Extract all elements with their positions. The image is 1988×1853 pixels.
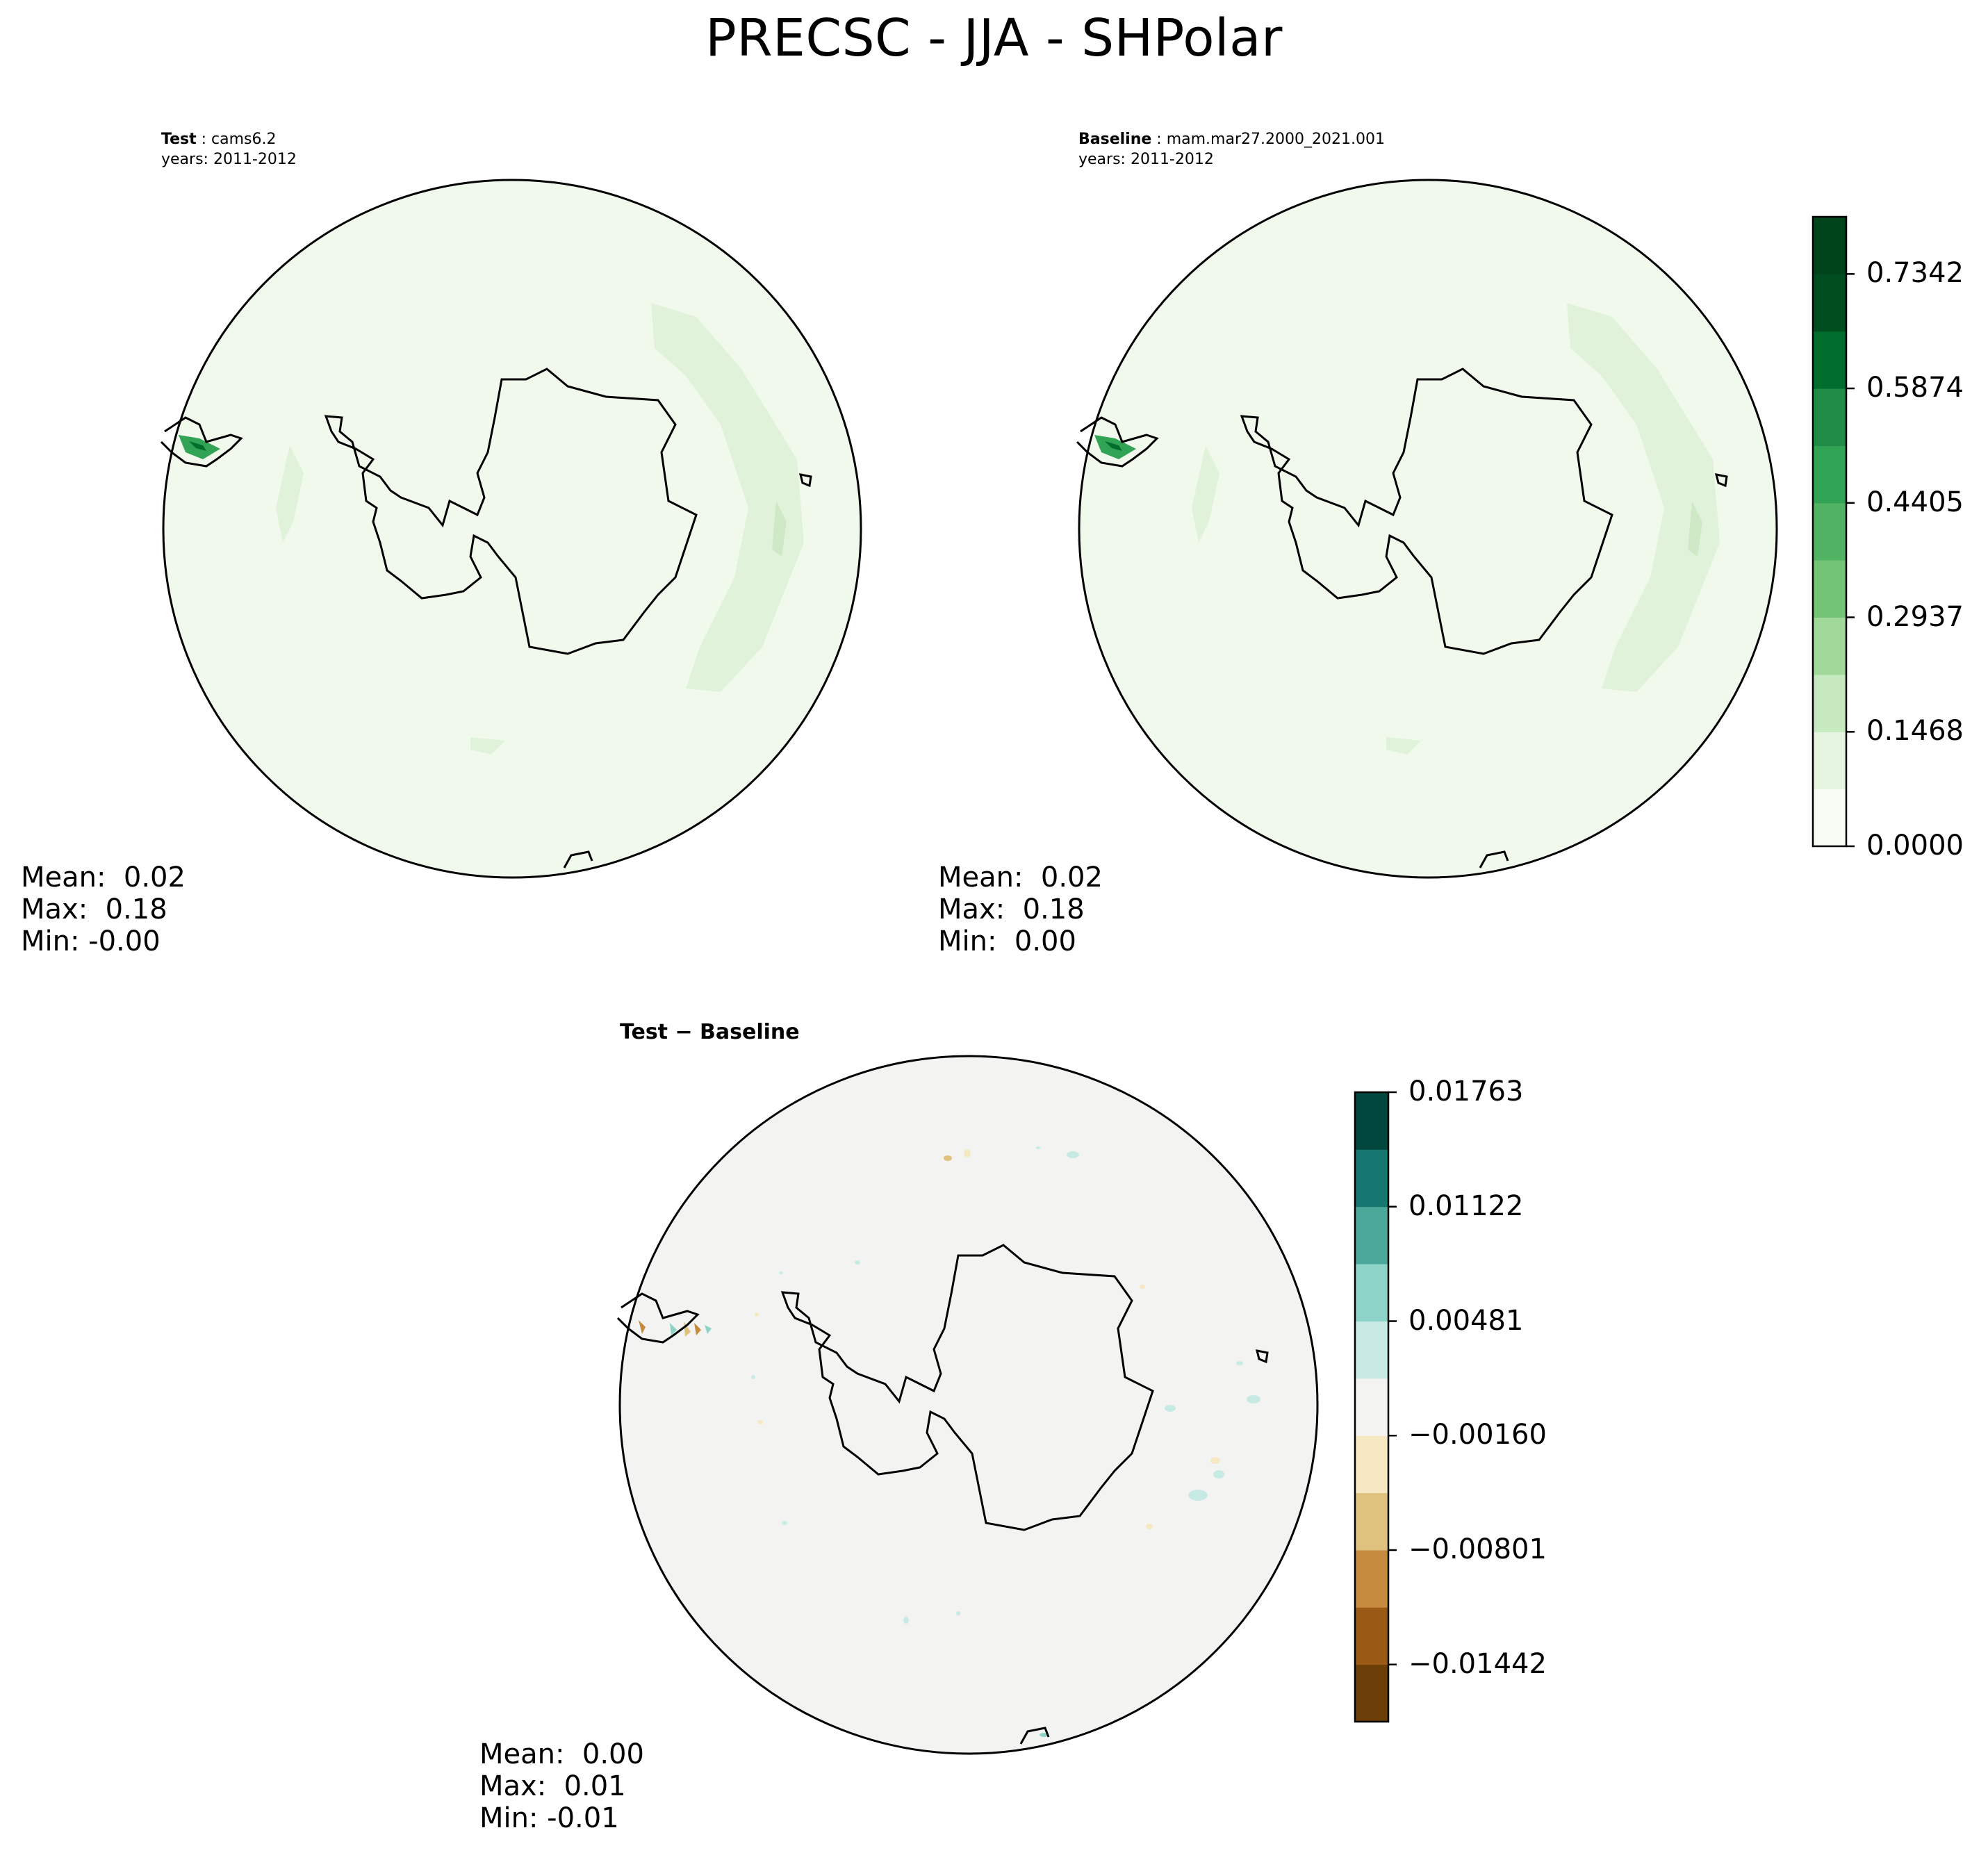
test-stats: Mean: 0.02 Max: 0.18 Min: -0.00 — [21, 862, 186, 957]
diff-colorbar-segment — [1355, 1492, 1388, 1551]
test-max: Max: 0.18 — [21, 893, 167, 925]
baseline-max: Max: 0.18 — [938, 893, 1085, 925]
baseline-australia-edge — [1479, 850, 1509, 868]
baseline-map — [1076, 179, 1778, 879]
diff-island-coastline — [1255, 1349, 1269, 1364]
main-colorbar-segment — [1813, 274, 1846, 332]
main-colorbar-tick-label: 0.1468 — [1866, 715, 1964, 748]
diff-colorbar-segment — [1355, 1378, 1388, 1436]
baseline-label: Baseline — [1078, 131, 1152, 148]
main-colorbar-segment — [1813, 331, 1846, 389]
main-colorbar-tick-label: 0.2937 — [1866, 600, 1964, 633]
baseline-pacific-band — [1192, 445, 1219, 543]
baseline-stats: Mean: 0.02 Max: 0.18 Min: 0.00 — [938, 862, 1103, 957]
diff-ocean — [618, 1055, 1319, 1755]
diff-mean: Mean: 0.00 — [479, 1738, 644, 1770]
diff-colorbar-tick-label: 0.00481 — [1408, 1304, 1524, 1337]
main-colorbar-frame — [1812, 215, 1848, 848]
diff-colorbar-segment — [1355, 1206, 1388, 1265]
diff-stats: Mean: 0.00 Max: 0.01 Min: -0.01 — [479, 1738, 644, 1834]
diff-anomaly-speckles — [639, 1146, 1260, 1737]
test-label: Test — [161, 131, 197, 148]
diff-colorbar-segment — [1355, 1321, 1388, 1379]
test-island-coastline — [798, 473, 812, 488]
diff-map — [616, 1055, 1319, 1755]
diff-colorbar-segment — [1355, 1607, 1388, 1665]
baseline-south-band — [1386, 737, 1421, 755]
diff-max: Max: 0.01 — [479, 1770, 626, 1802]
main-colorbar-tick-label: 0.7342 — [1866, 257, 1964, 290]
test-pacific-band — [276, 445, 304, 543]
diff-colorbar-segment — [1355, 1092, 1388, 1150]
diff-colorbar-tick-label: −0.00801 — [1408, 1533, 1547, 1565]
baseline-island-coastline — [1714, 473, 1728, 488]
main-colorbar-segment — [1813, 674, 1846, 732]
diff-colorbar-segment — [1355, 1664, 1388, 1722]
test-andes-precip-core — [189, 441, 206, 451]
main-colorbar-tick-label: 0.5874 — [1866, 372, 1964, 404]
diff-colorbar-tick-label: 0.01763 — [1408, 1076, 1524, 1107]
main-colorbar-segment — [1813, 217, 1846, 274]
main-colorbar — [1812, 215, 1855, 848]
diff-colorbar-segment — [1355, 1549, 1388, 1608]
diff-min: Min: -0.01 — [479, 1802, 619, 1834]
main-colorbar-segment — [1813, 560, 1846, 618]
diff-australia-edge — [1019, 1727, 1050, 1745]
diff-colorbar-segment — [1355, 1264, 1388, 1321]
diff-colorbar-segment — [1355, 1435, 1388, 1494]
baseline-storm-track-core — [1688, 501, 1702, 557]
main-colorbar-segment — [1813, 789, 1846, 847]
test-storm-track-band — [651, 303, 804, 692]
test-case-name: : cams6.2 — [196, 131, 277, 148]
main-colorbar-segment — [1813, 388, 1846, 446]
baseline-years: years: 2011-2012 — [1078, 151, 1214, 168]
test-south-band — [470, 737, 505, 755]
diff-colorbar-tick-label: −0.00160 — [1408, 1419, 1547, 1451]
test-years: years: 2011-2012 — [161, 151, 297, 168]
baseline-mean: Mean: 0.02 — [938, 862, 1103, 893]
test-mean: Mean: 0.02 — [21, 862, 186, 893]
baseline-andes-precip-core — [1105, 441, 1122, 451]
diff-colorbar-tick-label: 0.01122 — [1408, 1189, 1524, 1222]
baseline-min: Min: 0.00 — [938, 925, 1076, 957]
diff-colorbar-segment — [1355, 1149, 1388, 1208]
main-colorbar-segment — [1813, 445, 1846, 504]
diff-colorbar — [1354, 1091, 1397, 1723]
baseline-storm-track-band — [1567, 303, 1720, 692]
diff-colorbar-tick-label: −0.01442 — [1408, 1647, 1547, 1680]
main-colorbar-segment — [1813, 732, 1846, 790]
main-colorbar-tick-label: 0.0000 — [1866, 830, 1964, 862]
diff-colorbar-frame — [1354, 1091, 1390, 1723]
figure-title: PRECSC - JJA - SHPolar — [705, 8, 1283, 68]
baseline-case-name: : mam.mar27.2000_2021.001 — [1151, 131, 1385, 148]
main-colorbar-tick-label: 0.4405 — [1866, 486, 1964, 518]
test-australia-edge — [563, 850, 593, 868]
main-colorbar-segment — [1813, 617, 1846, 675]
test-min: Min: -0.00 — [21, 925, 161, 957]
test-storm-track-core — [772, 501, 787, 557]
test-map — [160, 179, 862, 879]
main-colorbar-segment — [1813, 502, 1846, 561]
baseline-panel-header: Baseline : mam.mar27.2000_2021.001 years… — [1078, 129, 1385, 170]
diff-panel-title: Test − Baseline — [620, 1020, 800, 1044]
test-panel-header: Test : cams6.2 years: 2011-2012 — [161, 129, 297, 170]
